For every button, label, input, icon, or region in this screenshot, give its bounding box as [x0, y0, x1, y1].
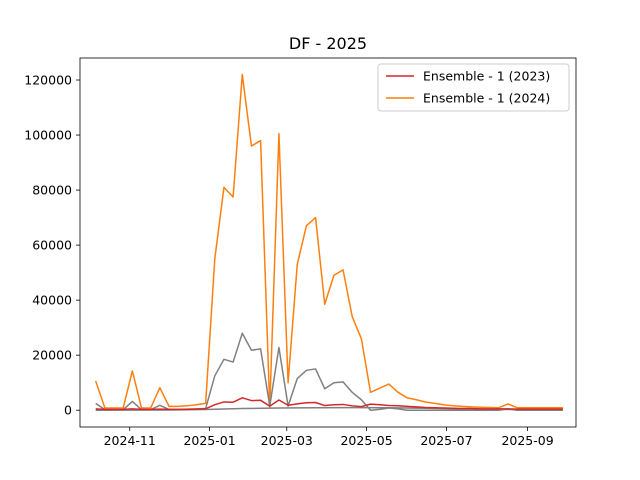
legend-box [377, 63, 570, 112]
series-line-ensemble-1-2024 [94, 73, 563, 409]
plot-frame [79, 57, 577, 428]
y-tick-label: 80000 [32, 183, 72, 198]
y-axis: 0 20000 40000 60000 80000 100000 120000 [24, 73, 80, 418]
series-line-ensemble-1-2023 [95, 397, 563, 411]
y-tick-label: 120000 [24, 73, 72, 88]
x-tick-label: 2025-05 [340, 433, 392, 448]
y-tick-label: 60000 [32, 238, 72, 253]
x-tick-label: 2024-11 [104, 433, 156, 448]
legend-label-2023: Ensemble - 1 (2023) [423, 69, 550, 84]
y-tick-label: 40000 [32, 293, 72, 308]
x-axis: 2024-11 2025-01 2025-03 2025-05 2025-07 2025-… [104, 427, 554, 448]
x-tick-label: 2025-01 [183, 433, 235, 448]
x-tick-label: 2025-03 [261, 433, 313, 448]
chart-title: DF - 2025 [289, 34, 367, 53]
legend: Ensemble - 1 (2023) Ensemble - 1 (2024) [377, 63, 570, 112]
legend-label-2024: Ensemble - 1 (2024) [423, 91, 550, 106]
y-tick-label: 100000 [24, 128, 72, 143]
x-tick-label: 2025-07 [420, 433, 472, 448]
x-tick-label: 2025-09 [501, 433, 553, 448]
y-tick-label: 0 [64, 403, 72, 418]
series-layer [94, 73, 563, 411]
y-tick-label: 20000 [32, 348, 72, 363]
